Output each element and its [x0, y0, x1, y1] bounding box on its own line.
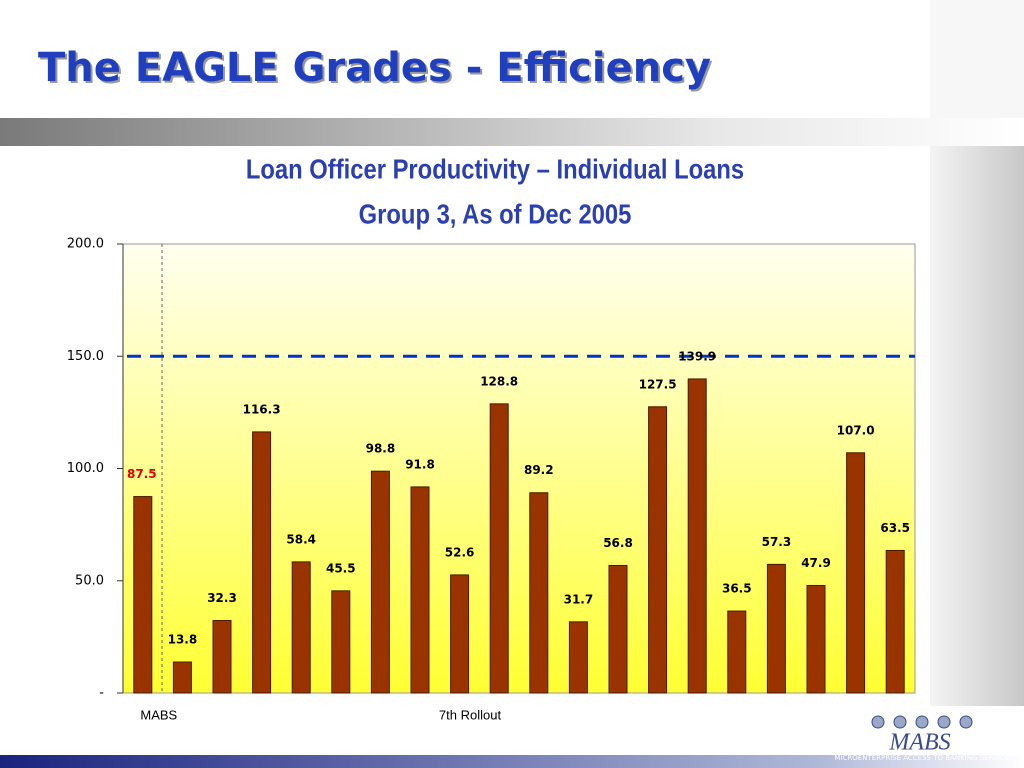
value-label: 107.0	[837, 423, 875, 437]
logo-tagline: MICROENTERPRISE ACCESS TO BANKING SERVIC…	[834, 754, 1014, 762]
bar	[212, 619, 232, 694]
y-tick-label: 100.0	[67, 461, 104, 476]
logo: MABS MICROENTERPRISE ACCESS TO BANKING S…	[834, 715, 1014, 762]
y-tick-label: 50.0	[75, 573, 104, 588]
y-tick-label: 150.0	[67, 349, 104, 364]
bar	[846, 452, 866, 694]
bar	[885, 549, 905, 694]
value-label: 56.8	[603, 536, 633, 550]
bar	[133, 496, 153, 694]
bar	[410, 486, 430, 694]
value-label: 52.6	[445, 545, 475, 559]
bar	[806, 584, 826, 694]
value-label: 13.8	[168, 633, 198, 647]
y-tick-label: 200.0	[67, 237, 104, 252]
bar	[568, 621, 588, 694]
header-band	[0, 118, 1024, 146]
bar	[608, 564, 628, 694]
bar	[331, 590, 351, 694]
x-tick-label: MABS	[140, 707, 177, 722]
value-label: 127.5	[639, 377, 677, 391]
value-label: 32.3	[207, 591, 237, 605]
footer-band	[0, 755, 1024, 768]
value-label: 58.4	[286, 532, 316, 546]
logo-name: MABS	[888, 730, 950, 756]
bar	[370, 470, 390, 694]
value-label: 139.9	[678, 349, 716, 363]
bar	[291, 561, 311, 694]
value-label: 87.5	[127, 467, 157, 481]
value-label: 91.8	[405, 457, 435, 471]
value-label: 31.7	[564, 592, 594, 606]
bar	[450, 574, 470, 694]
side-strip	[930, 146, 1024, 706]
group-label: 7th Rollout	[439, 707, 502, 722]
value-label: 57.3	[762, 535, 792, 549]
value-label: 128.8	[480, 374, 518, 388]
bar	[529, 492, 549, 694]
bar	[172, 661, 192, 694]
bar	[489, 403, 509, 694]
bar	[648, 406, 668, 694]
value-label: 36.5	[722, 582, 752, 596]
value-label: 47.9	[801, 556, 831, 570]
value-label: 98.8	[366, 442, 396, 456]
bar	[766, 563, 786, 694]
bar	[727, 610, 747, 694]
slide-title: The EAGLE Grades - Efficiency	[38, 45, 711, 91]
value-label: 116.3	[243, 402, 281, 416]
corner	[930, 0, 1024, 118]
value-label: 63.5	[880, 521, 910, 535]
value-label: 45.5	[326, 561, 356, 575]
bar	[252, 431, 272, 694]
chart-title: Loan Officer Productivity – Individual L…	[246, 153, 744, 185]
chart-subtitle: Group 3, As of Dec 2005	[359, 198, 632, 230]
y-tick-label: -	[99, 686, 104, 701]
title-shadow: The EAGLE Grades - Efficiency	[40, 47, 713, 93]
bar	[687, 378, 707, 694]
value-label: 89.2	[524, 463, 554, 477]
plot-area	[122, 243, 916, 694]
